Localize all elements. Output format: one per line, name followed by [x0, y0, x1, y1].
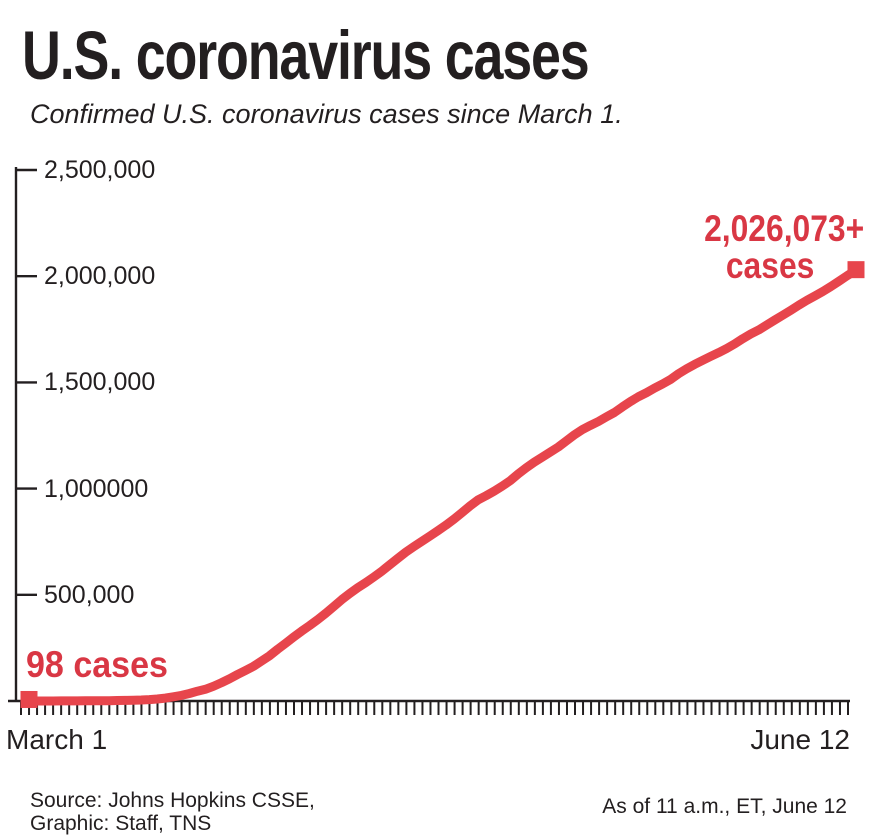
source-line-2: Graphic: Staff, TNS [30, 812, 212, 835]
x-axis-label-start: March 1 [6, 724, 108, 755]
source-line-1: Source: Johns Hopkins CSSE, [30, 789, 315, 812]
case-trend-line [24, 266, 860, 706]
end-annotation-unit: cases [725, 245, 815, 286]
start-point-annotation: 98 cases [26, 644, 168, 685]
source-credit: Source: Johns Hopkins CSSE, Graphic: Sta… [30, 789, 315, 835]
page-subtitle: Confirmed U.S. coronavirus cases since M… [30, 99, 623, 129]
page-title: U.S. coronavirus cases [22, 17, 590, 94]
start-marker [20, 690, 38, 708]
x-axis-label-end: June 12 [750, 724, 850, 755]
y-tick-label-2500000: 2,500,000 [44, 156, 156, 184]
as-of-note: As of 11 a.m., ET, June 12 [602, 795, 847, 818]
y-tick-label-500000: 500,000 [44, 581, 135, 609]
y-tick-label-2000000: 2,000,000 [44, 262, 156, 290]
y-tick-label-1000000: 1,000000 [44, 475, 149, 503]
end-annotation-value: 2,026,073+ [703, 208, 864, 249]
y-tick-label-1500000: 1,500,000 [44, 368, 156, 396]
end-marker [847, 261, 865, 279]
end-point-annotation: 2,026,073+ cases [704, 210, 864, 284]
